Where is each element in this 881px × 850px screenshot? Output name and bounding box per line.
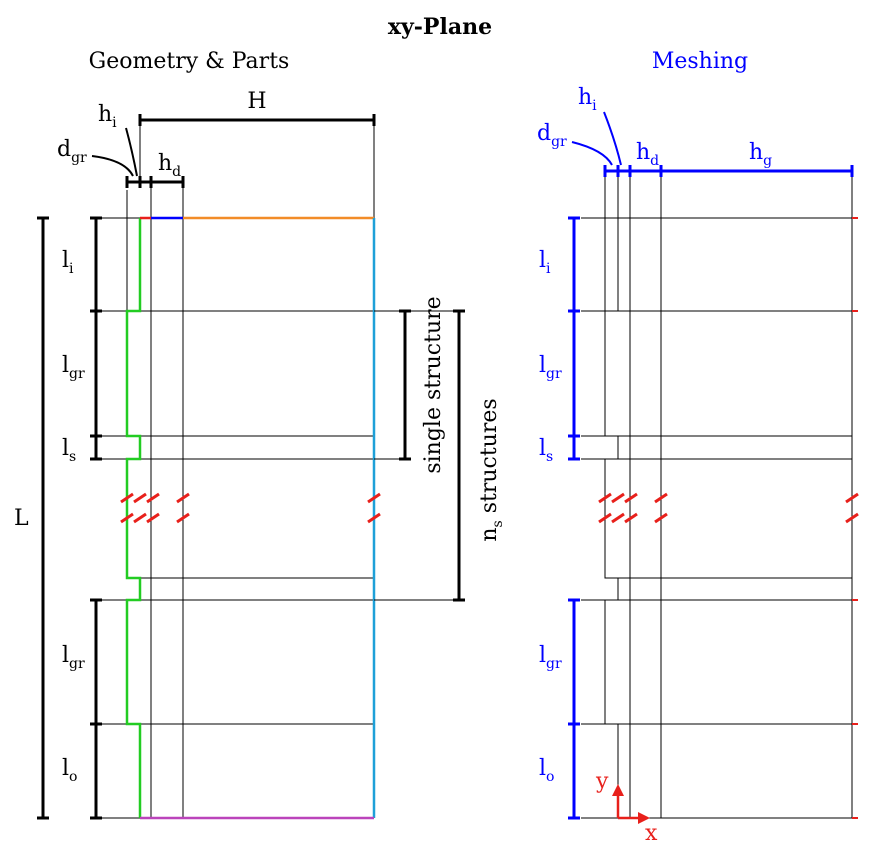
right-panel-heading: Meshing (652, 49, 748, 74)
mesh-label-h-i: hi (578, 85, 597, 114)
label-l-s: ls (62, 436, 76, 465)
left-break-marks (120, 492, 381, 524)
left-geometry (102, 120, 375, 819)
left-dimension-bars (37, 114, 465, 820)
mesh-label-l-s: ls (539, 436, 553, 465)
mesh-label-l-gr: lgr (539, 353, 562, 382)
label-h-i: hi (98, 102, 117, 131)
left-leaders (91, 127, 138, 177)
label-H: H (247, 89, 266, 114)
left-boundaries (125, 216, 376, 820)
label-h-d: hd (158, 151, 181, 180)
xy-axes (612, 784, 650, 824)
left-extension-lines (374, 310, 455, 601)
mesh-label-l-o: lo (539, 756, 554, 785)
label-ns-structures: ns structures (477, 398, 506, 541)
diagram-title: xy-Plane (388, 14, 492, 40)
axis-x-label: x (645, 821, 658, 846)
right-red-ticks (852, 217, 858, 819)
label-l-o: lo (62, 756, 77, 785)
label-l-gr-bottom: lgr (62, 643, 85, 672)
label-single-structure: single structure (421, 296, 446, 473)
right-dimension-bars (568, 165, 854, 820)
mesh-label-l-i: li (539, 248, 551, 277)
mesh-label-h-g: hg (749, 140, 772, 169)
label-l-i: li (62, 248, 74, 277)
left-panel-heading: Geometry & Parts (89, 49, 290, 74)
mesh-label-h-d: hd (636, 140, 659, 169)
label-L: L (14, 506, 29, 531)
axis-y-label: y (595, 769, 609, 794)
label-l-gr: lgr (62, 353, 85, 382)
mesh-label-d-gr: dgr (537, 121, 567, 150)
mesh-label-l-gr-bottom: lgr (539, 643, 562, 672)
right-break-marks (598, 492, 859, 524)
label-d-gr: dgr (57, 137, 87, 166)
right-leaders (571, 111, 622, 166)
